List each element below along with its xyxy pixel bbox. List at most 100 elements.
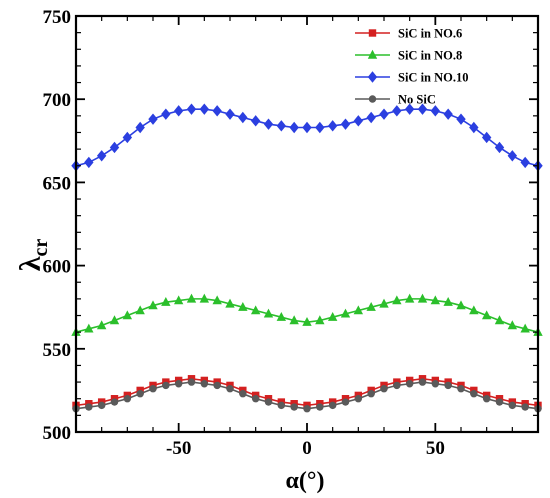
data-point xyxy=(443,297,453,306)
data-point xyxy=(213,381,221,390)
data-point xyxy=(199,103,210,115)
data-point xyxy=(430,105,441,117)
y-tick-label: 500 xyxy=(43,423,72,444)
legend-label: SiC in NO.6 xyxy=(398,27,462,41)
y-axis-title-main: λ xyxy=(14,256,47,271)
data-point xyxy=(482,395,491,403)
data-point xyxy=(250,115,261,127)
data-point xyxy=(289,121,299,134)
data-point xyxy=(405,380,414,388)
data-point xyxy=(84,156,94,169)
data-point xyxy=(135,305,145,315)
data-point xyxy=(353,305,364,315)
data-point xyxy=(290,403,298,411)
data-point xyxy=(186,103,197,115)
data-point xyxy=(85,403,93,411)
data-point xyxy=(340,118,351,130)
data-point xyxy=(161,297,171,306)
data-point xyxy=(340,308,351,318)
data-point xyxy=(520,156,530,169)
data-point xyxy=(469,121,479,134)
data-point xyxy=(109,315,120,325)
data-point xyxy=(264,398,273,406)
data-point xyxy=(200,380,209,388)
data-point xyxy=(508,401,517,410)
axis-tick-labels: 500 550 600 650 700 750 -50 0 50 xyxy=(43,7,445,459)
data-point xyxy=(494,141,505,154)
data-point xyxy=(174,380,183,388)
x-axis-title: α(°) xyxy=(286,468,325,494)
data-point xyxy=(404,103,415,115)
data-point xyxy=(431,380,440,388)
y-tick-label: 650 xyxy=(43,173,72,194)
data-point xyxy=(456,300,466,310)
data-point xyxy=(507,150,518,162)
x-tick-label: 0 xyxy=(302,438,312,459)
series-line xyxy=(75,108,539,167)
data-point xyxy=(316,403,324,411)
data-point xyxy=(327,120,338,132)
data-point xyxy=(239,390,247,398)
data-point xyxy=(353,115,364,127)
legend-marker xyxy=(368,29,377,37)
data-point xyxy=(495,398,504,406)
data-point xyxy=(148,300,158,310)
data-point xyxy=(315,121,325,134)
data-point xyxy=(470,390,478,398)
data-point xyxy=(173,295,184,305)
data-point xyxy=(379,108,389,120)
series-sic-in-no-8 xyxy=(71,293,543,336)
data-point xyxy=(276,311,287,321)
data-point xyxy=(187,378,196,386)
legend-marker xyxy=(368,95,377,103)
data-point xyxy=(393,381,401,390)
data-point xyxy=(380,385,388,393)
data-point xyxy=(456,113,466,125)
data-point xyxy=(122,131,133,144)
data-point xyxy=(212,105,222,117)
data-point xyxy=(277,401,286,410)
data-point xyxy=(250,305,261,315)
data-point xyxy=(315,315,325,325)
data-point xyxy=(122,310,133,320)
chart-marks xyxy=(71,103,543,413)
legend-marker xyxy=(367,71,378,83)
data-point xyxy=(417,293,428,303)
series-line xyxy=(75,298,539,333)
data-point xyxy=(251,395,260,403)
data-point xyxy=(328,401,337,410)
data-point xyxy=(162,381,170,390)
y-axis-title: λcr xyxy=(14,239,52,272)
data-point xyxy=(341,398,350,406)
y-tick-label: 600 xyxy=(43,257,72,278)
data-point xyxy=(289,315,299,325)
series-sic-in-no-10 xyxy=(71,103,543,172)
y-tick-label: 550 xyxy=(43,340,72,361)
data-point xyxy=(135,121,145,134)
legend-entry: No SiC xyxy=(355,93,436,107)
y-axis-title-subscript: cr xyxy=(30,239,52,257)
data-point xyxy=(186,293,197,303)
data-point xyxy=(161,108,171,120)
data-point xyxy=(109,141,120,154)
data-point xyxy=(212,295,222,305)
axis-ticks xyxy=(76,15,538,433)
legend-label: SiC in NO.10 xyxy=(398,71,469,85)
data-point xyxy=(263,118,274,130)
plot-frame xyxy=(74,14,540,434)
data-point xyxy=(123,395,132,403)
data-point xyxy=(379,298,389,308)
data-point xyxy=(96,150,107,162)
x-tick-label: -50 xyxy=(166,438,191,459)
legend-marker xyxy=(367,49,378,59)
data-point xyxy=(173,105,184,117)
data-point xyxy=(327,311,338,321)
series-no-sic xyxy=(72,378,542,413)
data-point xyxy=(367,390,375,398)
x-tick-label: 50 xyxy=(426,438,445,459)
data-point xyxy=(430,295,441,305)
data-point xyxy=(148,113,158,125)
data-point xyxy=(96,320,107,330)
data-point xyxy=(469,305,479,315)
